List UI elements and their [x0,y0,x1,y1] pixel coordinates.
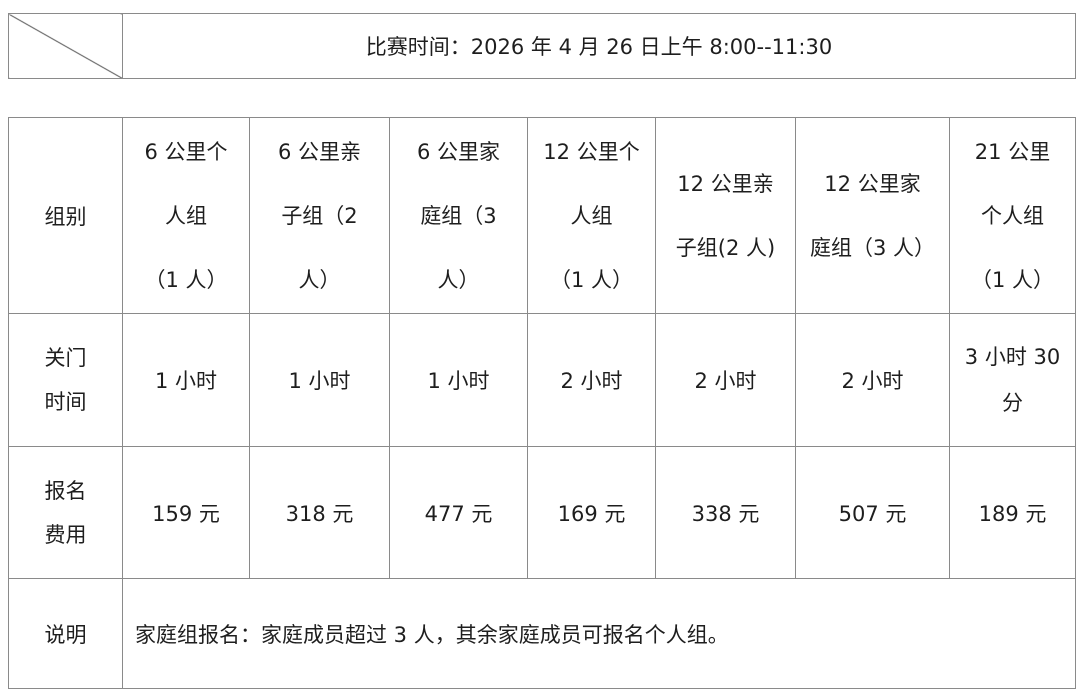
diagonal-corner-cell [8,13,123,79]
group-name-line: 6 公里家 [416,139,501,164]
cutoff-cell: 1 小时 [249,313,390,447]
cutoff-cell: 2 小时 [655,313,796,447]
group-name-cell: 21 公里个人组 （1 人） [949,117,1076,314]
group-name-line: 12 公里家 [824,171,921,196]
fee-cell: 477 元 [389,446,528,579]
group-name-line: 庭组（3 人） [809,235,936,260]
note-text: 家庭组报名：家庭成员超过 3 人，其余家庭成员可报名个人组。 [122,578,1076,689]
cutoff-row: 关门 时间 1 小时 1 小时 1 小时 2 小时 2 小时 2 小时 3 小时 30 分 [8,313,1076,447]
cutoff-cell: 2 小时 [795,313,950,447]
cutoff-line: 分 [1002,391,1023,415]
row-label-group: 组别 [8,117,123,314]
group-name-line: 子组（2 [281,203,358,228]
group-name-line: 人） [437,267,480,292]
race-time: 比赛时间：2026 年 4 月 26 日上午 8:00--11:30 [122,13,1076,79]
group-name-line: （1 人） [970,267,1055,292]
group-name-line: （1 人） [549,267,634,292]
group-name-cell: 6 公里亲子组（2 人） [249,117,390,314]
group-name-line: 12 公里亲 [677,171,774,196]
group-name-cell: 12 公里亲 子组(2 人) [655,117,796,314]
group-name-line: 6 公里亲 [277,139,362,164]
group-name-line: 庭组（3 [420,203,497,228]
fee-cell: 318 元 [249,446,390,579]
fee-cell: 159 元 [122,446,250,579]
note-row: 说明 家庭组报名：家庭成员超过 3 人，其余家庭成员可报名个人组。 [8,578,1076,689]
cutoff-cell: 1 小时 [122,313,250,447]
fee-cell: 169 元 [527,446,656,579]
row-label-cutoff: 关门 时间 [8,313,123,447]
group-name-line: 21 公里 [974,139,1051,164]
cutoff-cell: 2 小时 [527,313,656,447]
group-name-line: 子组(2 人) [675,235,776,260]
fee-row: 报名 费用 159 元 318 元 477 元 169 元 338 元 507 元 189 元 [8,446,1076,579]
cutoff-cell: 1 小时 [389,313,528,447]
row-label-note: 说明 [8,578,123,689]
fee-cell: 338 元 [655,446,796,579]
group-name-cell: 12 公里家 庭组（3 人） [795,117,950,314]
group-name-cell: 6 公里家庭组（3 人） [389,117,528,314]
cutoff-line: 3 小时 30 [964,345,1061,369]
group-name-cell: 6 公里个人组 （1 人） [122,117,250,314]
group-name-line: 6 公里个 [144,139,228,164]
group-name-line: （1 人） [144,267,228,292]
group-name-line: 人组 [165,203,207,228]
group-name-cell: 12 公里个 人组 （1 人） [527,117,656,314]
group-name-line: 个人组 [981,203,1044,228]
group-name-line: 人） [298,267,341,292]
group-name-line: 人组 [570,203,613,228]
fee-cell: 189 元 [949,446,1076,579]
schedule-table: 比赛时间：2026 年 4 月 26 日上午 8:00--11:30 [8,13,1076,79]
cutoff-cell: 3 小时 30 分 [949,313,1076,447]
row-label-fee: 报名 费用 [8,446,123,579]
registration-table: 组别 6 公里个人组 （1 人） 6 公里亲子组（2 人） 6 公里家庭组（3 人） 12 … [8,117,1076,689]
fee-cell: 507 元 [795,446,950,579]
group-name-line: 12 公里个 [543,139,640,164]
group-row: 组别 6 公里个人组 （1 人） 6 公里亲子组（2 人） 6 公里家庭组（3 人） 12 … [8,117,1076,314]
